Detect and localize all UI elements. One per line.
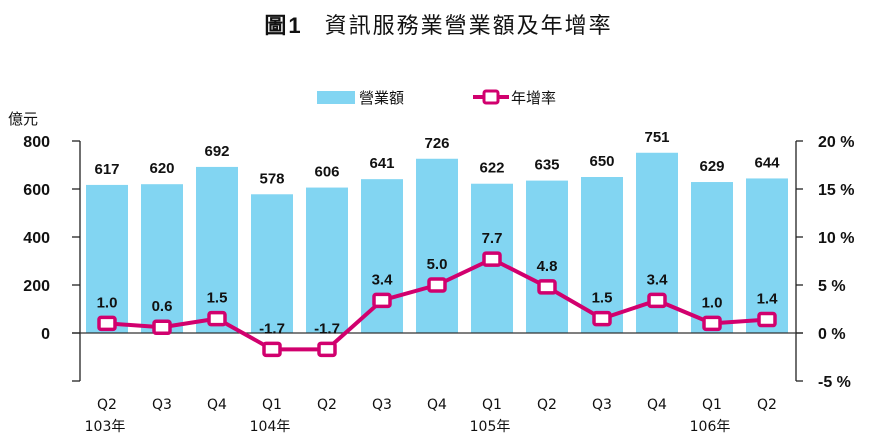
- bar-value-label: 726: [424, 135, 449, 152]
- growth-rate-marker: [207, 310, 227, 327]
- growth-rate-value-label: 1.4: [757, 291, 779, 308]
- x-axis-category-label: Q2: [317, 397, 337, 413]
- growth-rate-marker: [262, 341, 282, 358]
- right-axis-tick-label: 20 %: [818, 134, 854, 151]
- bar-value-label: 578: [259, 170, 284, 187]
- growth-rate-marker: [97, 315, 117, 332]
- x-axis-category-label: Q1: [262, 397, 282, 413]
- left-axis-unit-label: 億元: [8, 110, 38, 128]
- right-axis-tick-label: 15 %: [818, 182, 854, 199]
- bar: [141, 184, 183, 333]
- bar-value-label: 641: [369, 155, 394, 172]
- bar-value-label: 751: [644, 129, 669, 146]
- x-axis-category-label: Q1: [702, 397, 722, 413]
- bar-value-label: 629: [699, 158, 724, 175]
- growth-rate-value-label: -1.7: [314, 320, 340, 337]
- bar: [306, 187, 348, 333]
- x-axis-category-label: Q2: [537, 397, 557, 413]
- bar: [196, 166, 238, 333]
- growth-rate-marker: [537, 279, 557, 295]
- x-axis-category-label: Q3: [152, 397, 172, 413]
- bar-value-label: 635: [534, 157, 559, 174]
- labels-layer: 617 620 692 578 606 641 726 622 635 650 751 629 644 8…: [23, 129, 854, 435]
- growth-rate-marker: [702, 315, 722, 332]
- legend: 營業額 年增率: [317, 89, 556, 107]
- x-axis-year-label: 105年: [470, 419, 511, 435]
- growth-rate-value-label: 1.5: [592, 290, 613, 307]
- growth-rate-value-label: 3.4: [647, 271, 669, 288]
- bar: [86, 184, 128, 333]
- bar: [746, 178, 788, 333]
- growth-rate-marker: [372, 292, 392, 309]
- x-axis-category-label: Q2: [757, 397, 777, 413]
- growth-rate-value-label: 4.8: [537, 258, 558, 275]
- chart-title: 圖1 資訊服務業營業額及年增率: [0, 8, 877, 40]
- right-axis-tick-label: 10 %: [818, 230, 854, 247]
- left-axis-tick-label: 800: [23, 134, 50, 151]
- growth-rate-value-label: 1.5: [207, 290, 228, 307]
- bar-value-label: 622: [479, 160, 504, 177]
- bar: [361, 179, 403, 333]
- legend-label-line: 年增率: [511, 89, 556, 107]
- left-axis-tick-label: 200: [23, 278, 50, 295]
- right-axis-tick-label: 5 %: [818, 278, 846, 295]
- left-axis-tick-label: 0: [41, 326, 50, 343]
- bar: [416, 158, 458, 333]
- x-axis-category-label: Q4: [427, 397, 447, 413]
- growth-rate-value-label: 0.6: [152, 298, 173, 315]
- growth-rate-value-label: 1.0: [702, 294, 723, 311]
- legend-swatch-marker: [482, 89, 500, 105]
- growth-rate-value-label: -1.7: [259, 320, 285, 337]
- legend-swatch-bar: [317, 91, 355, 104]
- bar-value-label: 650: [589, 153, 614, 170]
- growth-rate-marker: [757, 311, 777, 328]
- left-axis-tick-label: 400: [23, 230, 50, 247]
- bars-layer: [86, 152, 788, 333]
- x-axis-category-label: Q1: [482, 397, 502, 413]
- bar: [581, 177, 623, 333]
- bar: [691, 182, 733, 333]
- left-axis-tick-label: 600: [23, 182, 50, 199]
- x-axis-year-label: 104年: [250, 419, 291, 435]
- right-axis-tick-label: 0 %: [818, 326, 846, 343]
- bar: [251, 194, 293, 333]
- x-axis-year-label: 103年: [85, 419, 126, 435]
- x-axis-category-label: Q4: [647, 397, 667, 413]
- axes-layer: [72, 140, 803, 382]
- growth-rate-value-label: 1.0: [97, 294, 118, 311]
- x-axis-category-label: Q4: [207, 397, 227, 413]
- growth-rate-value-label: 7.7: [482, 230, 503, 247]
- line-layer: [97, 251, 777, 358]
- right-axis-tick-label: -5 %: [818, 374, 851, 391]
- x-axis-category-label: Q2: [97, 397, 117, 413]
- bar-value-label: 644: [754, 154, 780, 171]
- figure-number: 圖1: [264, 13, 303, 38]
- x-axis-category-label: Q3: [372, 397, 392, 413]
- bar-value-label: 606: [314, 164, 339, 181]
- growth-rate-marker: [152, 319, 172, 335]
- bar-value-label: 617: [94, 161, 119, 178]
- bar-value-label: 620: [149, 160, 174, 177]
- growth-rate-marker: [427, 277, 447, 293]
- growth-rate-marker: [592, 310, 612, 327]
- growth-rate-marker: [647, 292, 667, 309]
- x-axis-year-label: 106年: [690, 419, 731, 435]
- growth-rate-marker: [482, 251, 502, 267]
- x-axis-category-label: Q3: [592, 397, 612, 413]
- chart-title-text: 資訊服務業營業額及年增率: [324, 14, 613, 39]
- growth-rate-value-label: 5.0: [427, 256, 448, 273]
- growth-rate-marker: [317, 341, 337, 358]
- legend-label-bar: 營業額: [359, 89, 404, 107]
- growth-rate-value-label: 3.4: [372, 271, 394, 288]
- bar-value-label: 692: [204, 143, 229, 160]
- bar: [526, 180, 568, 333]
